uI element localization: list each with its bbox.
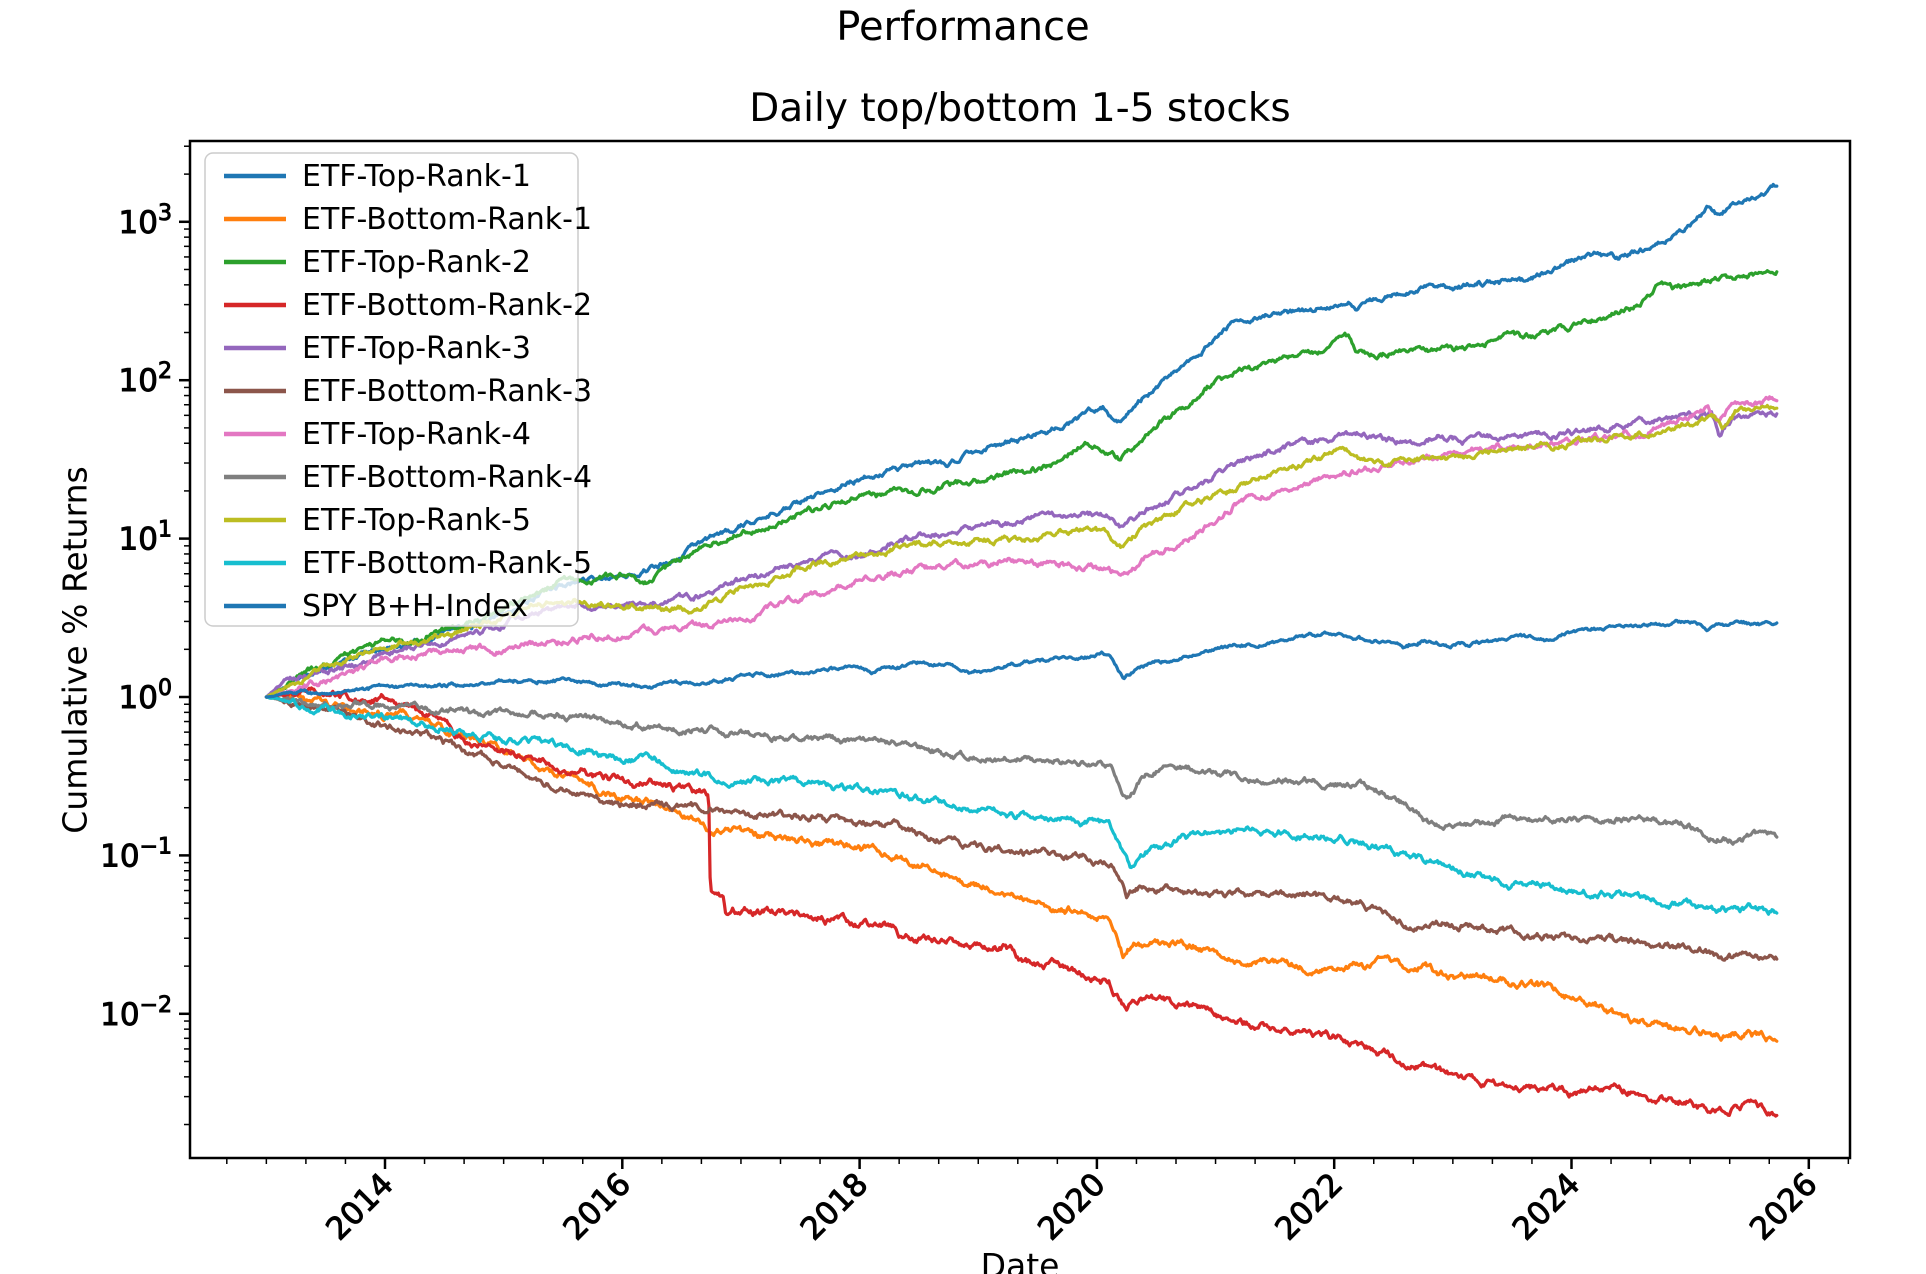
legend-label: ETF-Bottom-Rank-1 xyxy=(302,202,592,237)
y-tick-label: 101 xyxy=(119,518,172,558)
legend-label: ETF-Top-Rank-3 xyxy=(302,331,531,366)
legend-label: ETF-Top-Rank-4 xyxy=(302,417,531,452)
series-line-etf-bottom-rank-3 xyxy=(264,695,1779,962)
x-tick-label: 2022 xyxy=(1269,1166,1350,1247)
y-tick-label: 103 xyxy=(119,201,172,241)
series-line-etf-bottom-rank-5 xyxy=(264,695,1779,916)
x-tick-label: 2024 xyxy=(1506,1166,1587,1247)
y-tick-label: 10−2 xyxy=(100,993,172,1033)
y-tick-label: 102 xyxy=(119,359,172,399)
y-tick-label: 10−1 xyxy=(100,834,172,874)
legend-label: ETF-Bottom-Rank-2 xyxy=(302,288,592,323)
legend-label: ETF-Bottom-Rank-3 xyxy=(302,374,592,409)
axes-title: Daily top/bottom 1-5 stocks xyxy=(749,86,1291,131)
legend-label: ETF-Top-Rank-5 xyxy=(302,503,531,538)
legend-label: ETF-Bottom-Rank-4 xyxy=(302,460,592,495)
legend-label: ETF-Top-Rank-1 xyxy=(302,159,531,194)
y-tick-label: 100 xyxy=(119,676,172,716)
legend: ETF-Top-Rank-1 ETF-Bottom-Rank-1 ETF-Top-R… xyxy=(204,152,592,627)
x-tick-label: 2016 xyxy=(557,1166,638,1247)
legend-label: ETF-Top-Rank-2 xyxy=(302,245,531,280)
figure-title: Performance xyxy=(836,4,1090,50)
legend-label: SPY B+H-Index xyxy=(302,589,528,624)
x-tick-label: 2014 xyxy=(319,1166,400,1247)
x-tick-label: 2020 xyxy=(1031,1166,1112,1247)
legend-box xyxy=(204,152,579,627)
plot-border xyxy=(188,139,1852,1160)
series-line-etf-bottom-rank-4 xyxy=(264,695,1779,846)
x-tick-label: 2026 xyxy=(1743,1166,1824,1247)
legend-label: ETF-Bottom-Rank-5 xyxy=(302,546,592,581)
series-line-etf-bottom-rank-2 xyxy=(264,685,1779,1118)
x-tick-label: 2018 xyxy=(794,1166,875,1247)
x-axis-label: Date xyxy=(980,1246,1060,1274)
series-line-spy-b-h-index xyxy=(264,618,1779,699)
